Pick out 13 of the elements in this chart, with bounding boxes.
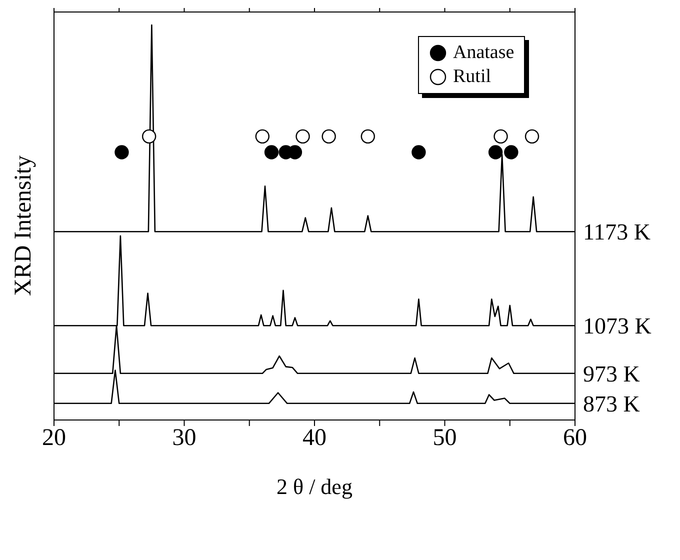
series-label: 873 K [583,391,640,416]
series-label: 973 K [583,361,640,386]
x-tick-label: 20 [42,425,66,452]
x-tick-label: 40 [302,425,326,452]
y-axis-title: XRD Intensity [10,155,37,296]
legend-label: Anatase [453,41,514,65]
x-axis-title: 2 θ / deg [276,474,352,499]
series-label: 1073 K [583,314,652,339]
x-tick-label: 30 [172,425,196,452]
x-tick-label: 50 [432,425,457,452]
x-tick-label: 60 [563,425,587,452]
legend-label: Rutil [453,65,492,89]
series-label: 1173 K [583,220,651,245]
